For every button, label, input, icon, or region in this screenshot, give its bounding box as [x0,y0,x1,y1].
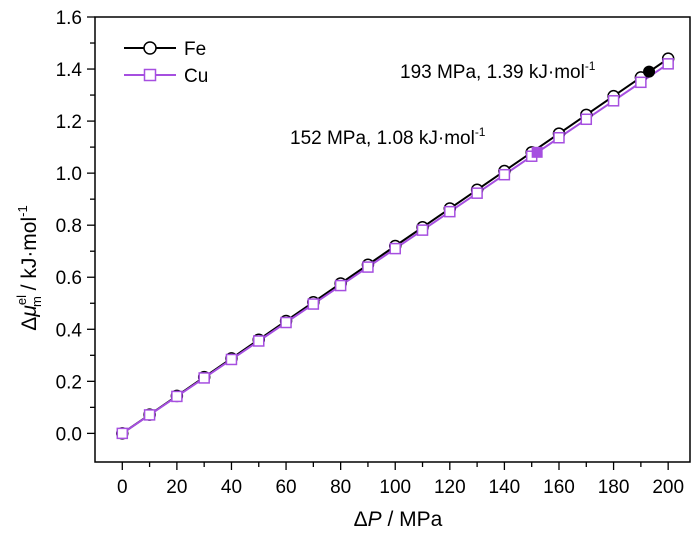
legend: Fe Cu [124,39,208,87]
x-tick-label: 180 [598,477,630,498]
annotation-cu: 152 MPa, 1.08 kJ·mol-1 [290,125,486,149]
ticks-layer: 0 20 40 60 80 100 120 140 160 180 200 0.0 0.2 0.4 0.6 0… [56,8,684,498]
y-tick-label: 1.0 [56,164,82,185]
series-markers-layer [116,52,675,440]
legend-fe-label: Fe [184,39,206,60]
legend-cu-marker [143,68,157,82]
data-point-cu [498,168,511,181]
data-point-cu [280,316,292,329]
data-point-cu [580,113,593,126]
highlights-layer [531,65,656,158]
data-point-cu [334,279,347,292]
data-point-cu [607,95,620,107]
y-tick-label: 0.8 [56,216,82,237]
annotation-fe: 193 MPa, 1.39 kJ·mol-1 [400,59,596,83]
data-point-cu [471,187,483,199]
x-tick-label: 200 [652,477,684,498]
x-tick-label: 120 [434,477,466,498]
data-point-cu [225,353,238,366]
y-axis-title: Δμelm / kJ·mol-1 [14,205,44,330]
legend-fe-marker [143,41,157,55]
x-tick-label: 160 [543,477,575,498]
x-tick-label: 40 [221,477,242,498]
highlight-point-fe [643,65,656,78]
data-point-cu [116,427,129,440]
y-tick-label: 1.2 [56,112,82,133]
x-tick-label: 20 [166,477,187,498]
x-axis-title: ΔP / MPa [354,508,443,531]
data-point-cu [143,409,156,421]
x-tick-label: 80 [330,477,351,498]
plot-frame [94,16,691,463]
data-point-cu [198,372,210,384]
data-point-cu [444,205,456,218]
y-tick-label: 0.0 [56,424,82,445]
data-point-cu [362,261,374,273]
legend-cu-label: Cu [184,66,208,87]
data-point-cu [307,298,320,310]
y-tick-label: 1.4 [56,60,83,81]
data-point-cu [635,76,647,89]
data-point-cu [171,390,183,403]
data-point-cu [553,131,565,144]
data-point-cu [662,58,674,70]
y-tick-label: 0.6 [56,268,82,289]
y-tick-label: 1.6 [56,8,82,29]
data-point-cu [416,224,429,236]
x-tick-label: 140 [489,477,521,498]
x-tick-label: 60 [275,477,296,498]
data-point-cu [253,335,265,347]
x-tick-label: 0 [117,477,128,498]
highlight-point-cu [531,146,543,158]
data-point-cu [389,242,401,255]
x-tick-label: 100 [379,477,411,498]
y-tick-label: 0.4 [56,320,83,341]
y-tick-label: 0.2 [56,372,82,393]
